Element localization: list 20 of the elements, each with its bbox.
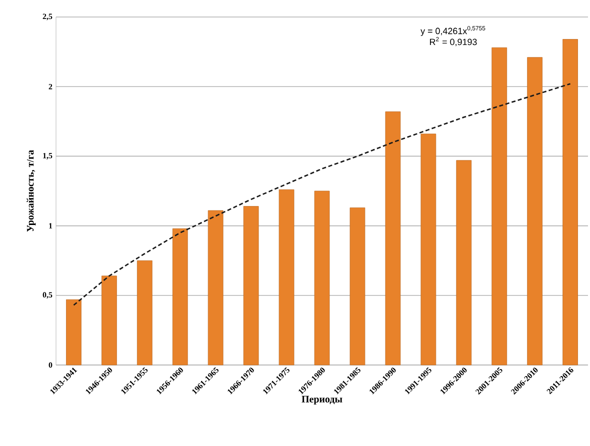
bar [527, 57, 542, 366]
bar [456, 160, 472, 366]
line-series [73, 83, 571, 306]
x-axis-title: Периоды [302, 396, 342, 405]
bar [278, 189, 294, 366]
bar [314, 190, 330, 366]
bar [136, 260, 152, 366]
bar [562, 39, 578, 366]
bar [208, 210, 224, 366]
bar [243, 206, 259, 366]
annotation: y = 0,4261x$^{0,5755}$ [420, 26, 486, 36]
bar [385, 111, 401, 366]
bar [172, 228, 188, 366]
bar [420, 134, 436, 366]
bar [492, 47, 508, 366]
bar [102, 276, 117, 366]
annotation: R$^{2}$ = 0,9193 [430, 37, 477, 46]
bar [350, 208, 366, 366]
bar [66, 299, 82, 366]
y-axis-title: Урожайность, т/га [26, 150, 36, 232]
